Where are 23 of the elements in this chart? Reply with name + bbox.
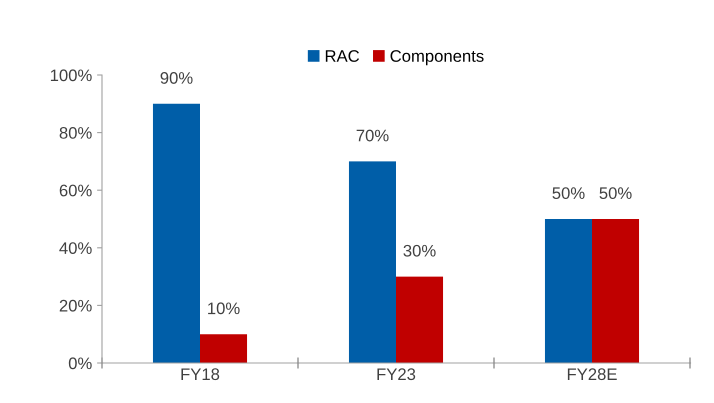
- bar: [152, 104, 200, 363]
- data-label: 50%: [600, 187, 632, 200]
- y-tick-label: 100%: [50, 69, 92, 82]
- data-label: 90%: [160, 72, 193, 84]
- x-tick-label: FY28E: [568, 368, 617, 380]
- bar: [200, 334, 248, 363]
- bar: [396, 276, 444, 363]
- data-label: 50%: [552, 187, 585, 200]
- y-tick-label: 60%: [60, 184, 92, 196]
- bar: [348, 161, 396, 363]
- x-tick-label: FY23: [377, 368, 416, 380]
- data-label: 30%: [403, 244, 436, 257]
- data-label: 10%: [208, 302, 240, 314]
- data-label: 70%: [356, 130, 389, 142]
- y-tick-label: 0%: [68, 357, 92, 370]
- bar: [544, 219, 592, 363]
- y-tick-label: 80%: [60, 127, 92, 139]
- y-tick-label: 20%: [60, 300, 92, 312]
- x-tick-label: FY18: [181, 368, 220, 380]
- y-tick-label: 40%: [59, 242, 92, 254]
- legend-label: Components: [390, 50, 484, 66]
- legend-label: RAC: [326, 50, 360, 62]
- bar: [592, 219, 640, 363]
